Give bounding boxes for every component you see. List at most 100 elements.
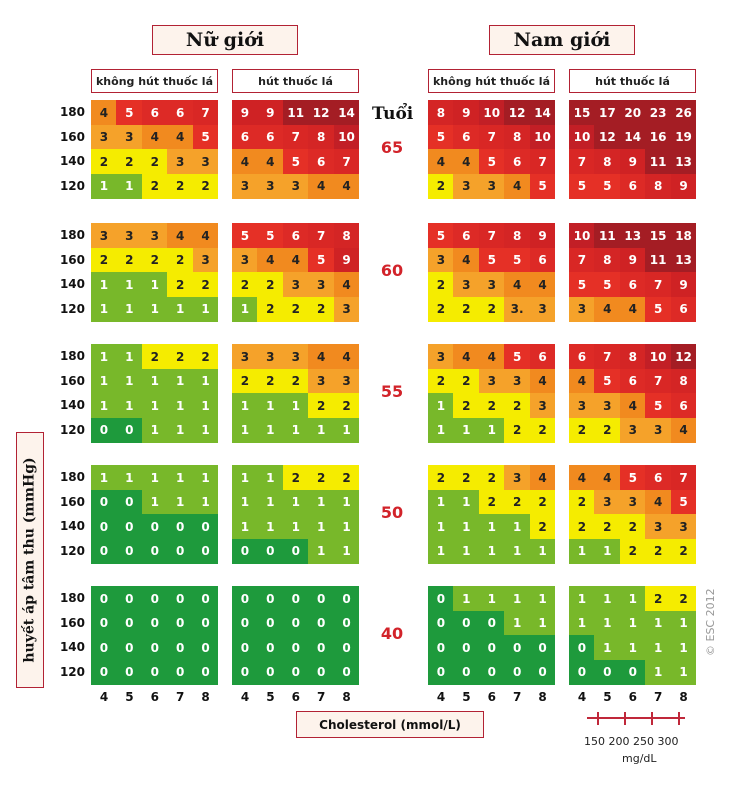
risk-cell: 2 [257,296,284,322]
risk-cell: 1 [569,610,595,636]
risk-cell: 0 [257,635,284,660]
sbp-label-180: 180 [59,105,85,119]
sbp-label-140: 140 [59,277,85,291]
cholesterol-tick-8: 8 [201,690,210,704]
age-label-60: 60 [380,261,404,280]
risk-cell: 1 [116,368,143,394]
risk-cell: 17 [594,100,621,125]
risk-cell: 2 [594,514,621,539]
risk-cell: 6 [619,272,646,297]
risk-cell: 2 [232,272,258,297]
risk-cell: 2 [141,344,168,369]
risk-cell: 1 [529,610,556,636]
risk-cell: 2 [619,514,646,539]
risk-cell: 3 [308,368,335,394]
risk-cell: 13 [670,247,697,273]
risk-cell: 1 [192,417,219,443]
risk-cell: 1 [167,393,194,418]
risk-cell: 1 [504,586,531,611]
risk-cell: 2 [645,538,672,564]
sbp-label-140: 140 [59,519,85,533]
risk-cell: 0 [167,635,194,660]
risk-cell: 2 [167,272,194,297]
risk-cell: 0 [232,538,258,564]
risk-cell: 13 [619,223,646,248]
risk-cell: 5 [619,465,646,490]
risk-cell: 2 [569,417,595,443]
risk-cell: 14 [619,124,646,150]
risk-cell: 10 [569,124,595,150]
risk-cell: 2 [282,368,309,394]
risk-cell: 3. [504,296,531,322]
risk-cell: 11 [645,247,672,273]
risk-cell: 1 [333,514,360,539]
risk-cell: 6 [308,149,335,174]
risk-cell: 1 [594,586,621,611]
risk-cell: 0 [257,538,284,564]
risk-cell: 3 [619,417,646,443]
risk-cell: 0 [192,514,219,539]
risk-cell: 0 [192,586,219,611]
risk-cell: 5 [257,223,284,248]
risk-cell: 3 [619,489,646,515]
risk-cell: 16 [645,124,672,150]
risk-cell: 4 [619,393,646,418]
risk-cell: 0 [116,610,143,636]
age-label-40: 40 [380,624,404,643]
risk-cell: 2 [91,149,117,174]
risk-cell: 4 [453,149,480,174]
risk-cell: 7 [282,124,309,150]
risk-cell: 2 [428,296,454,322]
risk-cell: 4 [594,465,621,490]
risk-cell: 1 [232,393,258,418]
risk-cell: 2 [91,247,117,273]
risk-cell: 20 [619,100,646,125]
risk-cell: 2 [167,247,194,273]
risk-cell: 7 [308,223,335,248]
risk-cell: 1 [619,610,646,636]
risk-cell: 0 [167,538,194,564]
risk-cell: 2 [333,393,360,418]
sbp-label-180: 180 [59,349,85,363]
risk-cell: 0 [308,610,335,636]
risk-cell: 1 [504,514,531,539]
risk-cell: 3 [428,247,454,273]
risk-cell: 1 [478,514,505,539]
risk-cell: 2 [504,393,531,418]
risk-cell: 3 [141,223,168,248]
sbp-label-120: 120 [59,422,85,437]
risk-cell: 5 [478,247,505,273]
risk-cell: 1 [257,514,284,539]
risk-cell: 6 [670,393,697,418]
risk-cell: 4 [619,296,646,322]
risk-cell: 5 [504,344,531,369]
risk-cell: 0 [232,659,258,685]
risk-cell: 2 [308,465,335,490]
risk-cell: 0 [192,635,219,660]
risk-cell: 2 [619,538,646,564]
y-axis-label: huyết áp tâm thu (mmHg) [16,432,44,688]
risk-cell: 3 [308,272,335,297]
male-non-smoker-label: không hút thuốc lá [428,69,555,93]
risk-cell: 0 [569,635,595,660]
risk-cell: 0 [116,489,143,515]
risk-cell: 1 [594,635,621,660]
risk-cell: 14 [529,100,556,125]
cholesterol-tick-5: 5 [266,690,275,704]
risk-cell: 0 [478,659,505,685]
risk-cell: 11 [282,100,309,125]
risk-cell: 1 [428,393,454,418]
risk-cell: 0 [232,586,258,611]
risk-cell: 0 [257,659,284,685]
risk-cell: 4 [453,344,480,369]
risk-cell: 5 [594,173,621,199]
risk-cell: 1 [167,489,194,515]
risk-cell: 5 [594,272,621,297]
risk-cell: 1 [167,296,194,322]
risk-cell: 1 [619,635,646,660]
risk-cell: 6 [529,344,556,369]
risk-cell: 14 [333,100,360,125]
risk-cell: 0 [308,635,335,660]
risk-cell: 1 [91,465,117,490]
risk-cell: 1 [116,393,143,418]
